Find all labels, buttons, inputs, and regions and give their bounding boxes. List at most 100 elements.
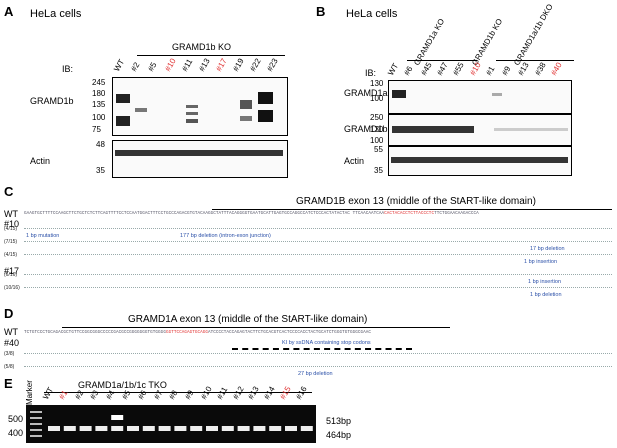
gel-band-464 xyxy=(158,426,171,431)
panel-b-ib-label: IB: xyxy=(365,68,377,78)
panel-a-mw-marker: 100 xyxy=(92,113,106,122)
panel-d-ki-marker xyxy=(232,348,412,350)
panel-b-gramd1b-blot xyxy=(388,114,572,146)
panel-a-lane-label: #22 xyxy=(248,56,263,73)
panel-b-mw-marker: 100 xyxy=(370,94,384,103)
panel-b-group1-bracket xyxy=(407,60,477,61)
panel-a-actin-blot xyxy=(112,140,288,178)
panel-e-lane-label: #1 xyxy=(57,388,70,401)
marker-band xyxy=(30,417,42,419)
panel-b-actin-bands xyxy=(391,157,568,163)
marker-band xyxy=(30,423,42,425)
gel-band-464 xyxy=(269,426,282,431)
gel-band-464 xyxy=(142,426,155,431)
panel-d-sequence-line xyxy=(24,366,612,367)
panel-c-mutation-note: 17 bp deletion xyxy=(530,246,565,252)
panel-e-lane-label: #10 xyxy=(199,384,214,401)
panel-b-mw-marker: 55 xyxy=(374,145,383,154)
panel-b-group3-label: GRAMD1a/1b DKO xyxy=(512,2,555,67)
panel-c-mutation-note: 177 bp deletion (intron-exon junction) xyxy=(180,233,271,239)
panel-c-mutation-note: 1 bp deletion xyxy=(530,292,562,298)
gel-band-464 xyxy=(63,426,76,431)
panel-a-letter: A xyxy=(4,4,14,19)
gel-band-464 xyxy=(79,426,92,431)
panel-c-mutation-note: 1 bp insertion xyxy=(524,259,558,265)
panel-c-clone1-label: #10 xyxy=(4,219,20,229)
panel-c-sequence-line xyxy=(24,241,612,242)
panel-a-lane-label: #23 xyxy=(265,56,280,73)
panel-c-row-count: (6/16) xyxy=(4,272,18,278)
panel-b-lane-label: #47 xyxy=(435,60,450,77)
panel-e-lane-label: #4 xyxy=(104,388,117,401)
panel-b-mw-marker: 35 xyxy=(374,166,383,175)
gel-band-464 xyxy=(174,426,187,431)
panel-e-lane-label: #8 xyxy=(167,388,180,401)
panel-d-title: GRAMD1A exon 13 (middle of the StART-lik… xyxy=(128,314,368,325)
panel-b-lane-label: #40 xyxy=(549,60,564,77)
panel-b-lane-label: #1 xyxy=(484,64,497,77)
panel-b-lane-label: #9 xyxy=(500,64,513,77)
panel-b-cells: HeLa cells xyxy=(346,8,398,20)
panel-c-wt-label: WT xyxy=(4,209,18,219)
gel-band-464 xyxy=(285,426,297,431)
panel-b-actin-blot xyxy=(388,146,572,176)
panel-c-mutation-note: 1 bp mutation xyxy=(26,233,60,239)
gel-band-464 xyxy=(300,426,313,431)
gel-band-464 xyxy=(221,426,234,431)
panel-e-band-513: 513bp xyxy=(326,416,352,426)
panel-d-row-count: (3/8) xyxy=(4,351,15,357)
panel-c-sequence-line xyxy=(24,254,612,255)
panel-a-mw-marker: 48 xyxy=(96,140,105,149)
panel-d-exon-line xyxy=(62,327,450,328)
panel-b-actin-label: Actin xyxy=(344,156,365,166)
panel-e-lane-label: #6 xyxy=(136,388,149,401)
panel-e-lane-label: #11 xyxy=(215,385,230,401)
panel-a-gramd1b-label: GRAMD1b xyxy=(30,96,74,106)
panel-e-gel-bands xyxy=(30,411,313,437)
panel-c-sequence-line xyxy=(24,287,612,288)
panel-d-wt-label: WT xyxy=(4,327,18,337)
panel-e-mw-500: 500 xyxy=(8,414,24,424)
panel-e-lane-label: #12 xyxy=(230,384,246,401)
panel-c-wt-seq: GAAGTGCTTTTCCAAGCTTCTGCTCTCTTCAGTTTTCCTC… xyxy=(24,211,479,216)
gel-band-464 xyxy=(253,426,266,431)
panel-a-lane-label: #10 xyxy=(163,56,178,73)
panel-b-mw-marker: 130 xyxy=(370,79,384,88)
panel-a-lane-label: WT xyxy=(112,57,127,73)
gel-band-464 xyxy=(48,426,60,431)
panel-b-gramd1a-label: GRAMD1a xyxy=(344,88,388,98)
panel-e-letter: E xyxy=(4,376,13,391)
panel-a-lane-label: #13 xyxy=(197,56,212,73)
panel-e-lane-label: #3 xyxy=(88,388,101,401)
gel-band-464 xyxy=(206,426,218,431)
panel-b-mw-marker: 130 xyxy=(370,125,384,134)
panel-d-row-count: (5/8) xyxy=(4,364,15,370)
panel-a-mw-marker: 135 xyxy=(92,100,106,109)
panel-b-mw-marker: 100 xyxy=(370,136,384,145)
panel-a-mw-marker: 180 xyxy=(92,89,106,98)
panel-e-lane-label: #15 xyxy=(278,384,293,401)
panel-d-sequence-line xyxy=(24,353,612,354)
panel-b-gramd1b-bands xyxy=(392,126,568,133)
panel-d-clone-label: #40 xyxy=(4,338,20,348)
panel-b-gramd1b-label: GRAMD1b xyxy=(344,124,388,134)
panel-c-row-count: (4/15) xyxy=(4,252,18,258)
panel-e-lane-label: WT xyxy=(41,385,56,401)
panel-c-clone2-label: #17 xyxy=(4,266,20,276)
panel-e-lane-label: #5 xyxy=(120,388,133,401)
panel-c-exon-line xyxy=(212,209,612,210)
panel-b-lane-label: WT xyxy=(386,61,401,77)
panel-a-actin-bands xyxy=(115,150,283,156)
panel-b-mw-marker: 250 xyxy=(370,113,384,122)
marker-band xyxy=(30,435,42,437)
panel-d-mutation-note: 27 bp deletion xyxy=(298,371,333,377)
gel-band-464 xyxy=(237,426,250,431)
panel-c-row-count: (7/15) xyxy=(4,239,18,245)
panel-e-tko-bracket xyxy=(44,392,312,393)
panel-b-lane-label: #10 xyxy=(467,60,483,77)
panel-a-lane-label: #11 xyxy=(180,57,195,73)
panel-c-title: GRAMD1B exon 13 (middle of the StART-lik… xyxy=(296,196,536,207)
panel-a-mw-marker: 75 xyxy=(92,125,101,134)
panel-e-gel xyxy=(26,405,316,443)
panel-a-ko-bracket xyxy=(137,55,285,56)
